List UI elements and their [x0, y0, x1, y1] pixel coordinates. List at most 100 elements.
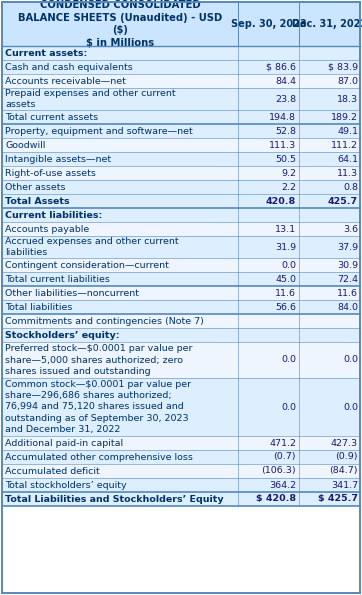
Text: Total Liabilities and Stockholders’ Equity: Total Liabilities and Stockholders’ Equi… — [5, 494, 224, 503]
Text: Current assets:: Current assets: — [5, 49, 87, 58]
Text: Commitments and contingencies (Note 7): Commitments and contingencies (Note 7) — [5, 317, 204, 325]
Bar — [2, 180, 360, 194]
Text: 52.8: 52.8 — [275, 127, 296, 136]
Text: Additional paid-in capital: Additional paid-in capital — [5, 439, 123, 447]
Text: Accumulated other comprehensive loss: Accumulated other comprehensive loss — [5, 453, 193, 462]
Text: 30.9: 30.9 — [337, 261, 358, 270]
Text: Other liabilities—noncurrent: Other liabilities—noncurrent — [5, 289, 139, 298]
Text: Total stockholders’ equity: Total stockholders’ equity — [5, 481, 127, 490]
Bar — [2, 152, 360, 166]
Bar — [2, 110, 360, 124]
Text: 2.2: 2.2 — [281, 183, 296, 192]
Text: 18.3: 18.3 — [337, 95, 358, 104]
Text: 37.9: 37.9 — [337, 243, 358, 252]
Text: Other assets: Other assets — [5, 183, 66, 192]
Bar — [2, 222, 360, 236]
Text: 9.2: 9.2 — [281, 168, 296, 177]
Text: 64.1: 64.1 — [337, 155, 358, 164]
Text: 84.4: 84.4 — [275, 77, 296, 86]
Text: 11.6: 11.6 — [275, 289, 296, 298]
Bar — [2, 138, 360, 152]
Text: 23.8: 23.8 — [275, 95, 296, 104]
Bar — [2, 208, 360, 222]
Text: Common stock—$0.0001 par value per
share—296,686 shares authorized;
76,994 and 7: Common stock—$0.0001 par value per share… — [5, 380, 191, 434]
Text: 111.2: 111.2 — [331, 140, 358, 149]
Bar — [2, 166, 360, 180]
Text: 194.8: 194.8 — [269, 112, 296, 121]
Text: 425.7: 425.7 — [328, 196, 358, 205]
Bar — [2, 464, 360, 478]
Text: Total liabilities: Total liabilities — [5, 302, 72, 312]
Text: 0.8: 0.8 — [343, 183, 358, 192]
Text: Property, equipment and software—net: Property, equipment and software—net — [5, 127, 193, 136]
Text: 49.1: 49.1 — [337, 127, 358, 136]
Text: Prepaid expenses and other current
assets: Prepaid expenses and other current asset… — [5, 89, 176, 109]
Text: Preferred stock—$0.0001 par value per
share—5,000 shares authorized; zero
shares: Preferred stock—$0.0001 par value per sh… — [5, 345, 193, 375]
Text: Intangible assets—net: Intangible assets—net — [5, 155, 111, 164]
Bar — [2, 286, 360, 300]
Text: (0.7): (0.7) — [274, 453, 296, 462]
Text: 50.5: 50.5 — [275, 155, 296, 164]
Text: (106.3): (106.3) — [261, 466, 296, 475]
Text: 0.0: 0.0 — [343, 355, 358, 365]
Text: Current liabilities:: Current liabilities: — [5, 211, 102, 220]
Text: 84.0: 84.0 — [337, 302, 358, 312]
Bar — [2, 88, 360, 110]
Text: 0.0: 0.0 — [343, 402, 358, 412]
Text: 189.2: 189.2 — [331, 112, 358, 121]
Text: 56.6: 56.6 — [275, 302, 296, 312]
Text: $ 425.7: $ 425.7 — [318, 494, 358, 503]
Text: 341.7: 341.7 — [331, 481, 358, 490]
Bar — [2, 314, 360, 328]
Text: Accrued expenses and other current
liabilities: Accrued expenses and other current liabi… — [5, 237, 178, 257]
Bar — [2, 378, 360, 436]
Text: Stockholders’ equity:: Stockholders’ equity: — [5, 330, 119, 340]
Text: Goodwill: Goodwill — [5, 140, 45, 149]
Text: 427.3: 427.3 — [331, 439, 358, 447]
Text: 0.0: 0.0 — [281, 261, 296, 270]
Text: (84.7): (84.7) — [329, 466, 358, 475]
Text: Accumulated deficit: Accumulated deficit — [5, 466, 100, 475]
Bar — [2, 236, 360, 258]
Bar — [2, 258, 360, 272]
Text: 3.6: 3.6 — [343, 224, 358, 233]
Bar — [2, 300, 360, 314]
Text: 364.2: 364.2 — [269, 481, 296, 490]
Text: Dec. 31, 2022: Dec. 31, 2022 — [292, 19, 362, 29]
Bar — [2, 60, 360, 74]
Text: Right-of-use assets: Right-of-use assets — [5, 168, 96, 177]
Text: 11.6: 11.6 — [337, 289, 358, 298]
Text: 0.0: 0.0 — [281, 402, 296, 412]
Text: 13.1: 13.1 — [275, 224, 296, 233]
Text: Total current assets: Total current assets — [5, 112, 98, 121]
Text: 87.0: 87.0 — [337, 77, 358, 86]
Text: Accounts receivable—net: Accounts receivable—net — [5, 77, 126, 86]
Text: (0.9): (0.9) — [336, 453, 358, 462]
Bar — [2, 194, 360, 208]
Text: Cash and cash equivalents: Cash and cash equivalents — [5, 62, 133, 71]
Text: 72.4: 72.4 — [337, 274, 358, 283]
Text: $ 86.6: $ 86.6 — [266, 62, 296, 71]
Text: Sep. 30, 2023: Sep. 30, 2023 — [231, 19, 306, 29]
Text: 31.9: 31.9 — [275, 243, 296, 252]
Text: $ 420.8: $ 420.8 — [256, 494, 296, 503]
Bar — [2, 74, 360, 88]
Text: 11.3: 11.3 — [337, 168, 358, 177]
Bar — [2, 342, 360, 378]
Text: Accounts payable: Accounts payable — [5, 224, 89, 233]
Bar — [2, 46, 360, 60]
Text: Contingent consideration—current: Contingent consideration—current — [5, 261, 169, 270]
Text: 420.8: 420.8 — [266, 196, 296, 205]
Bar — [2, 124, 360, 138]
Text: Total current liabilities: Total current liabilities — [5, 274, 110, 283]
Bar — [2, 450, 360, 464]
Bar — [2, 2, 360, 46]
Bar — [2, 272, 360, 286]
Text: 0.0: 0.0 — [281, 355, 296, 365]
Bar — [2, 436, 360, 450]
Text: 471.2: 471.2 — [269, 439, 296, 447]
Text: CONDENSED CONSOLIDATED
BALANCE SHEETS (Unaudited) - USD
($)
$ in Millions: CONDENSED CONSOLIDATED BALANCE SHEETS (U… — [18, 1, 222, 48]
Text: 111.3: 111.3 — [269, 140, 296, 149]
Bar — [2, 328, 360, 342]
Text: $ 83.9: $ 83.9 — [328, 62, 358, 71]
